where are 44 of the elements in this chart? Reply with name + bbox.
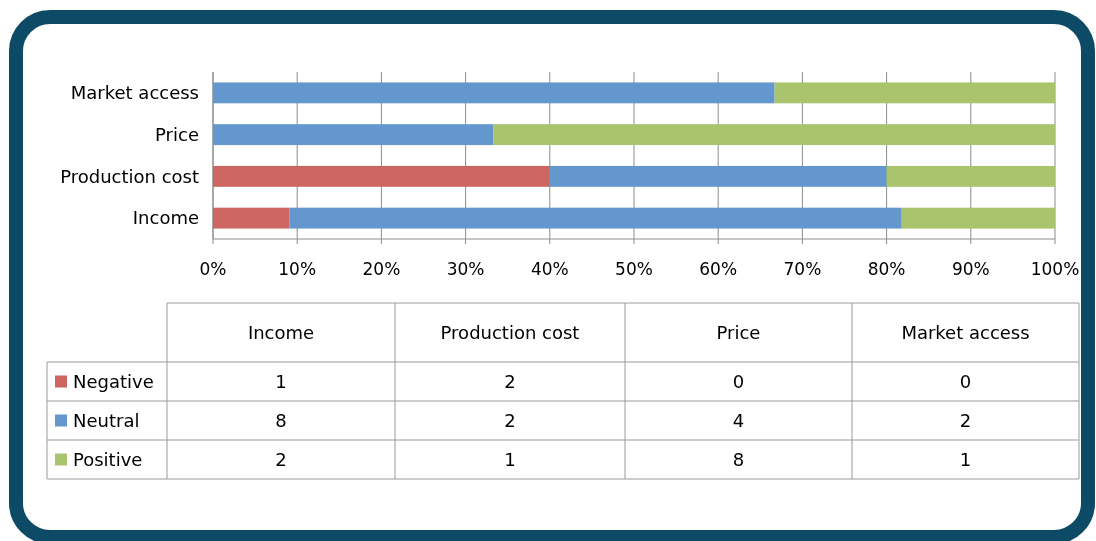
data-label: 0	[732, 370, 745, 392]
x-tick-label: 40%	[530, 259, 569, 279]
data-label: 1	[959, 448, 972, 470]
category-label: Production cost	[440, 321, 580, 343]
data-label: 4	[732, 409, 745, 431]
y-tick-label: Income	[132, 207, 199, 229]
bar	[213, 207, 290, 229]
x-tick-label: 30%	[446, 259, 485, 279]
category-label: Price	[716, 321, 761, 343]
data-label: 1	[275, 370, 287, 392]
bar	[901, 207, 1055, 229]
x-tick-label: 90%	[951, 259, 990, 279]
category-label: Market access	[901, 321, 1030, 343]
bar	[213, 124, 494, 146]
bar	[213, 82, 775, 104]
bar	[774, 82, 1055, 104]
y-tick-label: Price	[155, 123, 199, 145]
bar	[289, 207, 902, 229]
bar	[493, 124, 1055, 146]
data-label: 2	[959, 409, 972, 431]
x-tick-label: 100%	[1030, 259, 1080, 279]
data-label: 2	[504, 370, 516, 392]
legend-label: Positive	[73, 448, 143, 470]
data-label: 8	[275, 409, 287, 431]
x-tick-label: 70%	[783, 259, 822, 279]
category-label: Income	[247, 321, 315, 343]
x-tick-label: 10%	[278, 259, 317, 279]
x-tick-label: 20%	[362, 259, 401, 279]
legend-label: Neutral	[73, 409, 140, 431]
data-label: 1	[504, 448, 516, 470]
x-tick-label: 60%	[699, 259, 738, 279]
legend-label: Negative	[73, 370, 154, 392]
data-label: 2	[275, 448, 287, 470]
x-tick-label: 50%	[615, 259, 653, 279]
x-tick-label: 0%	[199, 259, 227, 279]
data-label: 2	[504, 409, 516, 431]
x-tick-label: 80%	[867, 259, 906, 279]
bar	[549, 165, 887, 187]
bar	[886, 165, 1055, 187]
data-label: 8	[732, 448, 745, 470]
bar	[213, 165, 550, 187]
y-tick-label: Production cost	[60, 165, 199, 187]
y-tick-label: Market access	[70, 82, 199, 104]
data-label: 0	[959, 370, 972, 392]
